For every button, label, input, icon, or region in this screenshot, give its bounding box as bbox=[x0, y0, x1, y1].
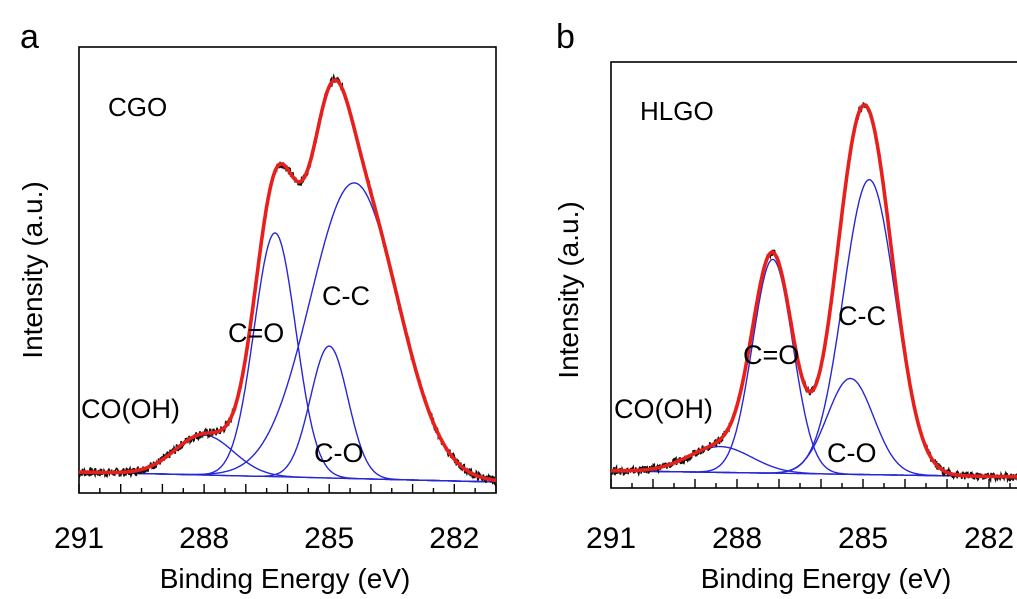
plot-area-a: 291 288 285 282 C-C C=O C-O CO(OH) bbox=[54, 73, 497, 555]
x-tick-label-a: 282 bbox=[429, 522, 479, 555]
fit-envelope-b bbox=[610, 103, 1017, 479]
x-tick-label-b: 282 bbox=[964, 522, 1014, 555]
x-axis-title-b: Binding Energy (eV) bbox=[701, 563, 952, 594]
peak-label-c-c: C-C bbox=[322, 281, 370, 311]
x-axis-title-a: Binding Energy (eV) bbox=[160, 563, 411, 594]
sample-label-b: HLGO bbox=[640, 96, 714, 126]
sample-label-a: CGO bbox=[108, 92, 167, 122]
x-tick-label-a: 291 bbox=[54, 522, 104, 555]
component-curve-c-c bbox=[611, 179, 1017, 478]
peak-label-c-o: C-O bbox=[827, 438, 877, 468]
component-curve-c-o bbox=[79, 232, 496, 483]
x-tick-label-a: 288 bbox=[179, 522, 229, 555]
x-tick-label-b: 285 bbox=[838, 522, 888, 555]
y-axis-title-b: Intensity (a.u.) bbox=[553, 201, 584, 378]
component-curve-co-oh bbox=[79, 434, 496, 483]
panel-b: b HLGO Intensity (a.u.) Binding Energy (… bbox=[553, 18, 1017, 594]
chart-marks: 291 288 285 282 C-C C=O C-O CO(OH) 291 288 285 282 C… bbox=[54, 73, 1017, 555]
peak-label-co-oh: CO(OH) bbox=[614, 394, 713, 424]
fit-envelope-a bbox=[78, 78, 497, 483]
x-tick-label-b: 288 bbox=[712, 522, 762, 555]
panel-letter-b: b bbox=[556, 18, 575, 56]
peak-label-c-o: C=O bbox=[228, 318, 284, 348]
x-tick-label-a: 285 bbox=[304, 522, 354, 555]
peak-label-c-o: C=O bbox=[743, 340, 799, 370]
peak-label-co-oh: CO(OH) bbox=[81, 394, 180, 424]
peak-label-c-o: C-O bbox=[314, 438, 364, 468]
plot-area-b: 291 288 285 282 C-C C=O C-O CO(OH) bbox=[586, 102, 1017, 555]
panel-a: a CGO Intensity (a.u.) Binding Energy (e… bbox=[17, 18, 497, 594]
panel-letter-a: a bbox=[20, 18, 39, 56]
x-tick-label-b: 291 bbox=[586, 522, 636, 555]
y-axis-title-a: Intensity (a.u.) bbox=[17, 181, 48, 358]
component-curve-c-c bbox=[79, 182, 497, 482]
peak-label-c-c: C-C bbox=[838, 301, 886, 331]
